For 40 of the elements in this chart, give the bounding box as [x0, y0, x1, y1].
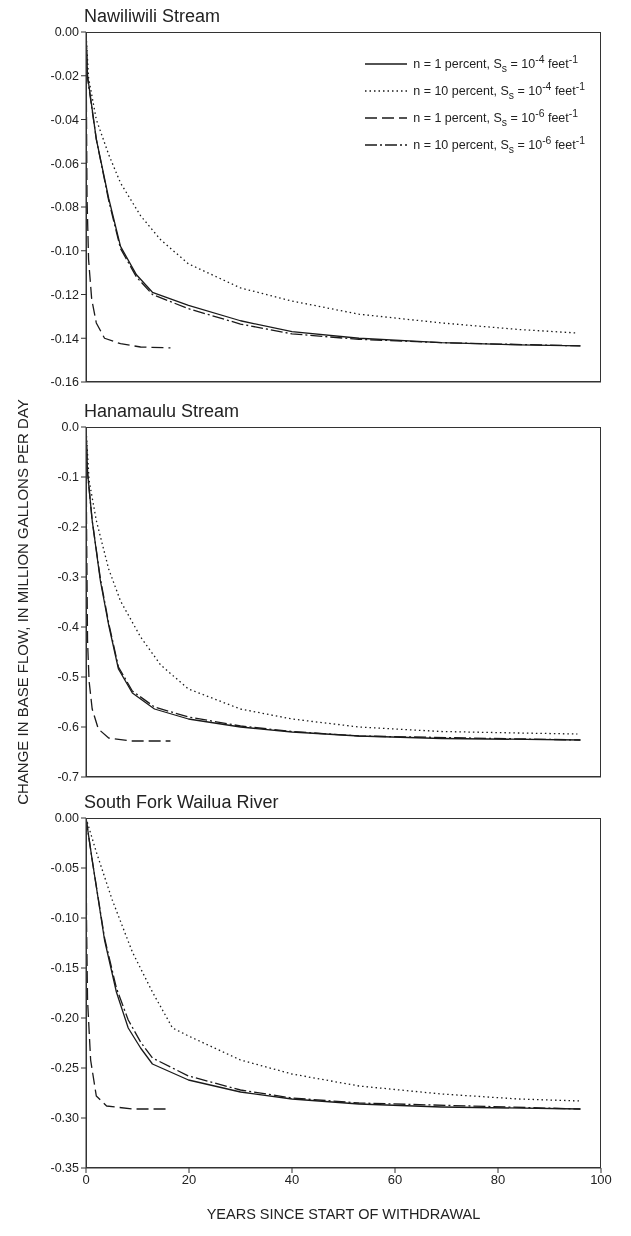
- y-tick-label: -0.7: [57, 770, 80, 785]
- y-tick-label: -0.3: [57, 570, 80, 585]
- x-tick-label: 40: [284, 1172, 300, 1188]
- y-tick-label: 0.00: [54, 811, 80, 826]
- y-tick-label: -0.25: [50, 1061, 80, 1076]
- legend-label: n = 1 percent, S$_{s}$ = 10$^{-4}$ feet$^{-1}$: [413, 53, 579, 74]
- x-tick-label: 20: [181, 1172, 197, 1188]
- x-tick-label: 100: [590, 1172, 612, 1188]
- y-tick-label: -0.4: [57, 620, 80, 635]
- y-tick-label: -0.04: [50, 112, 80, 127]
- x-tick-label: 80: [490, 1172, 506, 1188]
- y-tick-label: -0.15: [50, 961, 80, 976]
- legend-label: n = 1 percent, S$_{s}$ = 10$^{-6}$ feet$^{-1}$: [413, 107, 579, 128]
- y-tick-label: -0.08: [50, 200, 80, 215]
- y-axis-title: CHANGE IN BASE FLOW, IN MILLION GALLONS PER DAY: [13, 399, 31, 805]
- y-tick-label: -0.02: [50, 69, 80, 84]
- y-tick-label: -0.16: [50, 375, 80, 390]
- y-tick-label: -0.2: [57, 520, 80, 535]
- y-tick-label: -0.14: [50, 331, 80, 346]
- chart-title: Hanamaulu Stream: [84, 401, 240, 422]
- y-tick-label: -0.12: [50, 287, 80, 302]
- x-tick-label: 0: [82, 1172, 90, 1188]
- x-tick-label: 60: [387, 1172, 403, 1188]
- y-tick-label: -0.20: [50, 1011, 80, 1026]
- y-tick-label: -0.6: [57, 720, 80, 735]
- y-tick-label: -0.10: [50, 244, 80, 259]
- y-tick-label: -0.10: [50, 911, 80, 926]
- chart-title: South Fork Wailua River: [84, 792, 279, 813]
- y-tick-label: -0.35: [50, 1161, 80, 1176]
- legend-label: n = 10 percent, S$_{s}$ = 10$^{-4}$ feet$^{-1}$: [413, 80, 585, 101]
- legend-label: n = 10 percent, S$_{s}$ = 10$^{-6}$ feet$^{-1}$: [413, 134, 585, 155]
- y-tick-label: -0.5: [57, 670, 80, 685]
- x-axis-title: YEARS SINCE START OF WITHDRAWAL: [205, 1206, 482, 1222]
- y-tick-label: -0.30: [50, 1111, 80, 1126]
- y-tick-label: -0.1: [57, 470, 80, 485]
- y-tick-label: 0.00: [54, 25, 80, 40]
- y-tick-label: 0.0: [61, 420, 80, 435]
- chart-title: Nawiliwili Stream: [84, 6, 221, 27]
- y-tick-label: -0.05: [50, 861, 80, 876]
- y-tick-label: -0.06: [50, 156, 80, 171]
